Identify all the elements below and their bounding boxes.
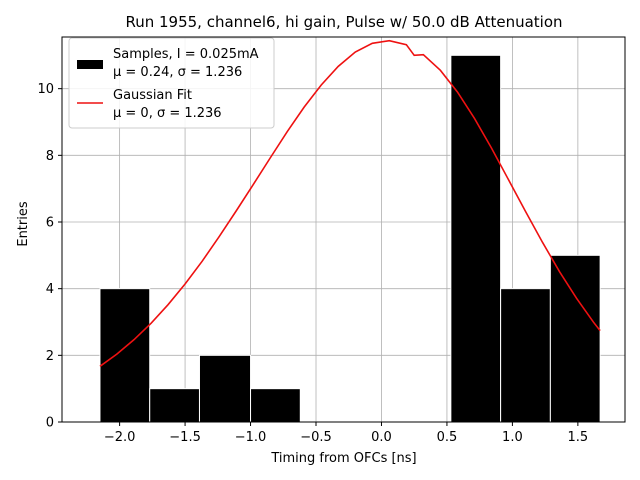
x-tick-label: 0.5 [437,430,458,445]
histogram-bar [198,354,252,423]
x-tick-label: 1.5 [568,430,589,445]
legend: Samples, I = 0.025mA μ = 0.24, σ = 1.236… [68,37,275,129]
y-tick-label: 4 [46,282,54,297]
x-tick-label: −0.5 [300,430,332,445]
y-tick-label: 0 [46,416,54,431]
gaussian-fit [99,39,601,367]
histogram-bar [99,288,151,423]
y-tick-label: 8 [46,149,54,164]
plot-frame [61,36,626,423]
histogram-bar [250,388,301,423]
histogram-bars [99,54,601,423]
histogram-bar [149,388,200,423]
y-tick-label: 2 [46,349,54,364]
x-tick-label: −1.0 [235,430,267,445]
histogram-bar [549,254,601,423]
histogram-bar [500,288,551,423]
y-tick-label: 6 [46,216,54,231]
legend-label-fit-stats: μ = 0, σ = 1.236 [113,106,222,121]
chart-title: Run 1955, channel6, hi gain, Pulse w/ 50… [125,13,562,31]
legend-label-fit: Gaussian Fit [113,88,192,103]
legend-box [68,37,275,129]
x-tick-label: 0.0 [371,430,392,445]
legend-label-samples: Samples, I = 0.025mA [113,47,259,62]
x-tick-label: −1.5 [169,430,201,445]
x-axis-label: Timing from OFCs [ns] [270,451,416,466]
axis-ticks: −2.0 −1.5 −1.0 −0.5 0.0 0.5 1.0 1.5 0 2 4 6 8 10 [37,82,588,445]
y-tick-label: 10 [37,82,54,97]
legend-label-samples-stats: μ = 0.24, σ = 1.236 [113,65,242,80]
grid [62,37,625,423]
x-tick-label: −2.0 [104,430,136,445]
gaussian-fit-line [99,39,601,367]
y-axis-label: Entries [16,201,31,247]
legend-swatch-samples [77,60,103,69]
histogram-bar [450,54,502,423]
x-tick-label: 1.0 [502,430,523,445]
